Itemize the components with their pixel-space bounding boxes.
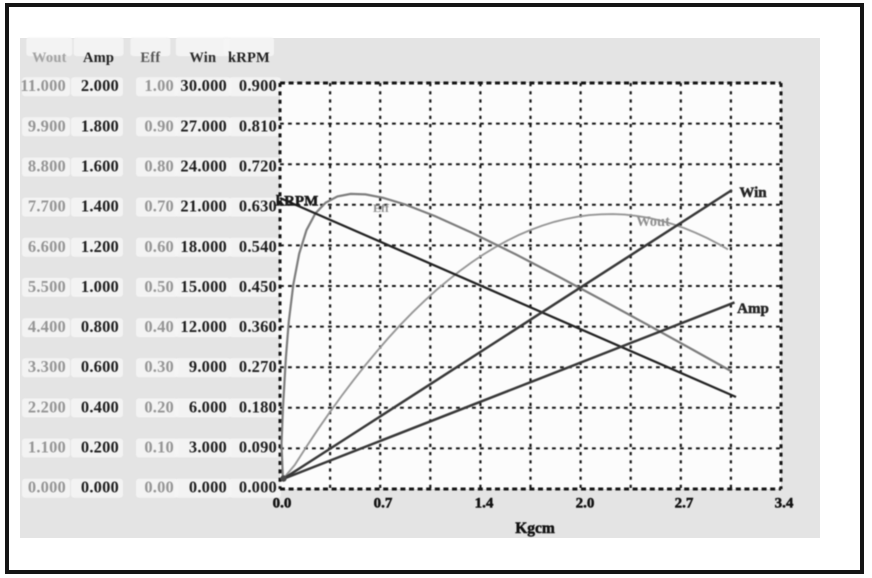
svg-text:0.00: 0.00 bbox=[144, 478, 174, 497]
svg-text:0.000: 0.000 bbox=[239, 478, 277, 497]
svg-text:27.000: 27.000 bbox=[180, 116, 227, 135]
svg-text:0.90: 0.90 bbox=[144, 116, 174, 135]
svg-text:0.720: 0.720 bbox=[239, 157, 277, 176]
svg-text:12.000: 12.000 bbox=[180, 317, 227, 336]
svg-text:24.000: 24.000 bbox=[180, 157, 227, 176]
svg-text:0.000: 0.000 bbox=[28, 478, 66, 497]
svg-text:30.000: 30.000 bbox=[180, 76, 227, 95]
svg-text:kRPM: kRPM bbox=[276, 194, 319, 210]
svg-text:0.000: 0.000 bbox=[189, 478, 227, 497]
svg-text:0.70: 0.70 bbox=[144, 197, 174, 216]
svg-text:0.10: 0.10 bbox=[144, 438, 174, 457]
svg-text:0.7: 0.7 bbox=[374, 496, 393, 512]
svg-text:1.200: 1.200 bbox=[81, 237, 119, 256]
svg-text:0.40: 0.40 bbox=[144, 317, 174, 336]
svg-text:0.400: 0.400 bbox=[81, 397, 119, 416]
svg-text:2.7: 2.7 bbox=[675, 496, 694, 512]
svg-text:11.000: 11.000 bbox=[20, 76, 66, 95]
svg-text:7.700: 7.700 bbox=[28, 197, 66, 216]
svg-text:0.180: 0.180 bbox=[239, 397, 277, 416]
svg-text:0.50: 0.50 bbox=[144, 277, 174, 296]
svg-text:9.900: 9.900 bbox=[28, 116, 66, 135]
svg-text:0.090: 0.090 bbox=[239, 438, 277, 457]
svg-text:1.00: 1.00 bbox=[144, 76, 174, 95]
svg-text:18.000: 18.000 bbox=[180, 237, 227, 256]
svg-text:0.60: 0.60 bbox=[144, 237, 174, 256]
svg-text:0.000: 0.000 bbox=[81, 478, 119, 497]
svg-text:2.0: 2.0 bbox=[576, 496, 595, 512]
svg-text:0.30: 0.30 bbox=[144, 357, 174, 376]
svg-text:Eff: Eff bbox=[373, 201, 390, 215]
svg-text:0.200: 0.200 bbox=[81, 438, 119, 457]
svg-text:Win: Win bbox=[739, 185, 767, 201]
svg-text:3.000: 3.000 bbox=[189, 438, 227, 457]
svg-text:Eff: Eff bbox=[140, 50, 160, 66]
svg-text:Amp: Amp bbox=[737, 301, 769, 317]
svg-text:6.600: 6.600 bbox=[28, 237, 66, 256]
svg-text:4.400: 4.400 bbox=[28, 317, 66, 336]
svg-text:0.630: 0.630 bbox=[239, 197, 277, 216]
svg-text:0.80: 0.80 bbox=[144, 157, 174, 176]
svg-text:21.000: 21.000 bbox=[180, 197, 227, 216]
svg-text:1.400: 1.400 bbox=[81, 197, 119, 216]
svg-text:Wout: Wout bbox=[636, 214, 670, 230]
svg-text:2.200: 2.200 bbox=[28, 397, 66, 416]
svg-text:kRPM: kRPM bbox=[228, 50, 270, 66]
svg-text:1.000: 1.000 bbox=[81, 277, 119, 296]
svg-text:0.270: 0.270 bbox=[239, 357, 277, 376]
svg-text:0.810: 0.810 bbox=[239, 116, 277, 135]
svg-text:1.4: 1.4 bbox=[475, 496, 494, 512]
svg-text:0.800: 0.800 bbox=[81, 317, 119, 336]
svg-text:15.000: 15.000 bbox=[180, 277, 227, 296]
svg-text:0.450: 0.450 bbox=[239, 277, 277, 296]
svg-text:8.800: 8.800 bbox=[28, 157, 66, 176]
svg-text:9.000: 9.000 bbox=[189, 357, 227, 376]
svg-text:0.540: 0.540 bbox=[239, 237, 277, 256]
svg-text:Wout: Wout bbox=[32, 50, 67, 66]
svg-text:0.20: 0.20 bbox=[144, 397, 174, 416]
svg-text:Amp: Amp bbox=[83, 50, 114, 66]
svg-text:5.500: 5.500 bbox=[28, 277, 66, 296]
svg-text:1.600: 1.600 bbox=[81, 157, 119, 176]
svg-text:3.4: 3.4 bbox=[775, 496, 794, 512]
svg-text:0.600: 0.600 bbox=[81, 357, 119, 376]
svg-text:1.800: 1.800 bbox=[81, 116, 119, 135]
svg-text:0.0: 0.0 bbox=[273, 496, 292, 512]
svg-text:0.360: 0.360 bbox=[239, 317, 277, 336]
svg-text:6.000: 6.000 bbox=[189, 397, 227, 416]
svg-text:Win: Win bbox=[189, 50, 216, 66]
svg-text:2.000: 2.000 bbox=[81, 76, 119, 95]
svg-text:0.900: 0.900 bbox=[239, 76, 277, 95]
svg-text:1.100: 1.100 bbox=[28, 438, 66, 457]
svg-text:Kgcm: Kgcm bbox=[515, 520, 555, 537]
svg-text:3.300: 3.300 bbox=[28, 357, 66, 376]
